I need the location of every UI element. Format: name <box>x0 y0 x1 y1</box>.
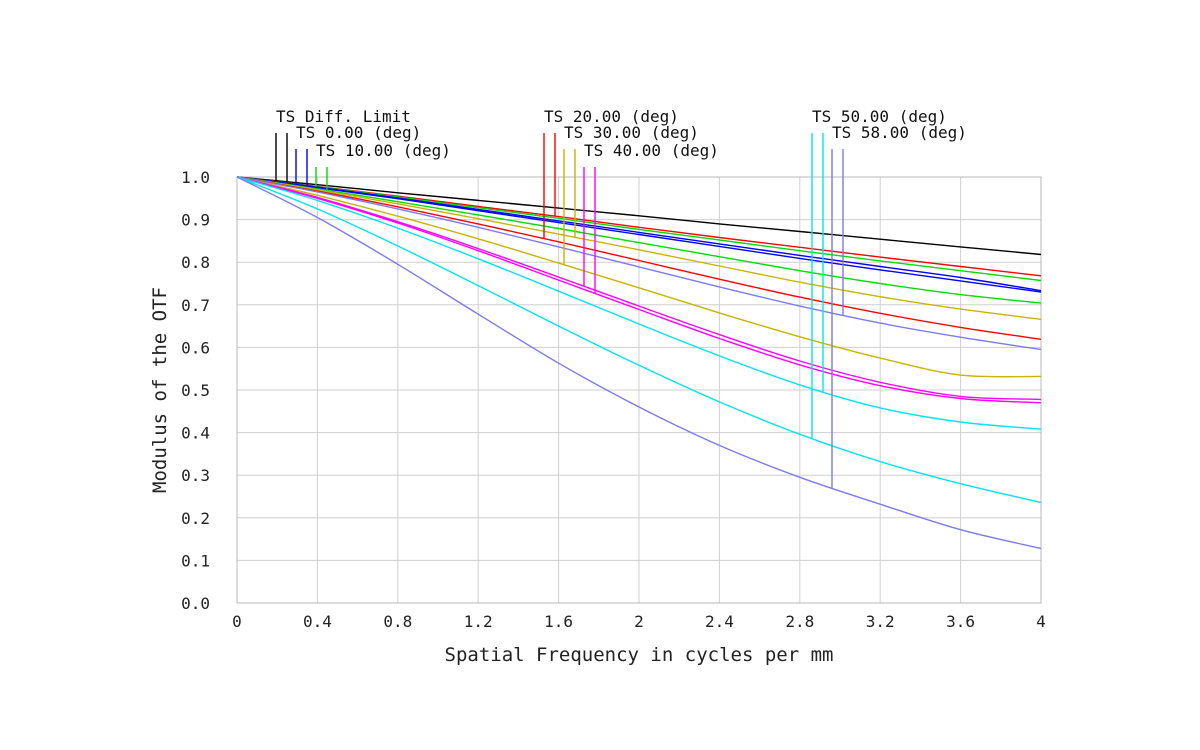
y-tick-label: 0.5 <box>181 381 210 400</box>
legend-label: TS Diff. Limit <box>276 107 411 126</box>
x-tick-label: 0.4 <box>303 612 332 631</box>
x-tick-label: 2 <box>634 612 644 631</box>
mtf-curve <box>236 176 1042 256</box>
mtf-curve <box>236 176 1042 430</box>
x-tick-labels: 0 0.4 0.8 1.2 1.6 2 2.4 2.8 3.2 3.6 4 <box>232 612 1046 631</box>
mtf-curve <box>236 176 1042 293</box>
y-tick-label: 0.3 <box>181 466 210 485</box>
y-tick-label: 0.0 <box>181 594 210 613</box>
legend-label: TS 0.00 (deg) <box>296 123 421 142</box>
y-tick-label: 0.9 <box>181 211 210 230</box>
legend-label: TS 30.00 (deg) <box>564 123 699 142</box>
mtf-curve <box>236 176 1042 282</box>
y-tick-label: 0.6 <box>181 338 210 357</box>
x-tick-label: 2.4 <box>705 612 734 631</box>
mtf-curve <box>236 176 1042 292</box>
mtf-curve <box>236 176 1042 277</box>
mtf-curve <box>236 176 1042 378</box>
mtf-curve <box>236 176 1042 304</box>
mtf-curve <box>236 176 1042 351</box>
y-tick-label: 0.1 <box>181 551 210 570</box>
x-tick-label: 0.8 <box>383 612 412 631</box>
x-tick-label: 4 <box>1036 612 1046 631</box>
y-tick-label: 0.2 <box>181 509 210 528</box>
y-tick-label: 0.4 <box>181 424 210 443</box>
series-layer <box>236 176 1042 550</box>
y-tick-label: 0.8 <box>181 253 210 272</box>
x-tick-label: 2.8 <box>785 612 814 631</box>
legend-label: TS 40.00 (deg) <box>584 141 719 160</box>
y-tick-label: 0.7 <box>181 296 210 315</box>
legend-label: TS 20.00 (deg) <box>544 107 679 126</box>
legend-label: TS 58.00 (deg) <box>832 123 967 142</box>
y-tick-labels: 0.0 0.1 0.2 0.3 0.4 0.5 0.6 0.7 0.8 0.9 1.0 <box>181 168 210 613</box>
mtf-curve <box>236 176 1042 401</box>
x-axis-title: Spatial Frequency in cycles per mm <box>445 644 834 666</box>
mtf-curve <box>236 176 1042 340</box>
legend-label: TS 10.00 (deg) <box>316 141 451 160</box>
legend-label: TS 50.00 (deg) <box>812 107 947 126</box>
x-tick-label: 1.2 <box>464 612 493 631</box>
x-tick-label: 3.6 <box>946 612 975 631</box>
x-tick-label: 3.2 <box>866 612 895 631</box>
x-tick-label: 0 <box>232 612 242 631</box>
mtf-curve <box>236 176 1042 404</box>
y-tick-label: 1.0 <box>181 168 210 187</box>
y-axis-title: Modulus of the OTF <box>149 287 171 493</box>
legend-markers <box>275 133 844 489</box>
mtf-curve <box>236 176 1042 504</box>
mtf-curve <box>236 176 1042 550</box>
plot-frame <box>236 176 1042 604</box>
mtf-curve <box>236 176 1042 320</box>
x-tick-label: 1.6 <box>544 612 573 631</box>
